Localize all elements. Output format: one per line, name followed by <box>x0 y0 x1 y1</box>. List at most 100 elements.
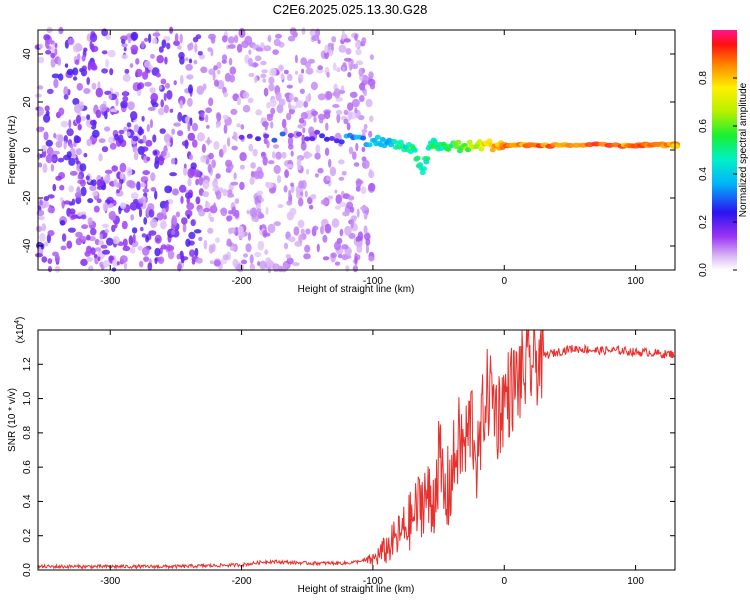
spectrogram-cell <box>109 142 117 150</box>
spectrogram-cell <box>360 205 368 211</box>
spectrogram-cell <box>141 233 147 238</box>
spectrogram-cell <box>47 207 55 214</box>
spectrogram-cell <box>131 227 138 234</box>
spectrogram-cell <box>137 245 143 251</box>
snr-x-ticks: -300 -200 -100 0 100 <box>100 330 644 587</box>
spectrogram-cell <box>101 146 109 153</box>
spectrogram-cell <box>128 180 136 189</box>
spectrogram-cell <box>89 185 97 192</box>
spectrogram-cell <box>121 43 128 48</box>
spectrogram-cell <box>202 191 210 198</box>
spectrogram-cell <box>242 104 251 113</box>
spectrogram-cell <box>276 175 282 184</box>
colorbar-label: Normalized spectral amplitude <box>738 82 749 217</box>
spectrogram-cell <box>322 256 330 261</box>
spectrogram-cell <box>79 163 87 172</box>
spectrogram-cell <box>339 228 344 237</box>
spectrogram-cell <box>192 139 198 148</box>
spectrogram-cell <box>345 48 352 55</box>
spectrogram-cell <box>75 191 82 199</box>
spectrogram-cell <box>222 114 229 120</box>
spectrogram-cell <box>160 99 164 108</box>
spectrogram-cell <box>248 49 252 55</box>
spectrogram-cell <box>267 223 276 234</box>
spectrogram-cell <box>93 205 100 213</box>
spectrogram-cell <box>45 39 50 49</box>
spectrogram-cell <box>126 122 132 128</box>
spectrogram-cell <box>264 249 269 255</box>
spectrogram-cell <box>102 249 110 255</box>
spectrogram-cell <box>95 87 104 98</box>
spectrogram-cell <box>195 178 200 186</box>
spectrogram-cell <box>116 189 120 194</box>
spectrogram-cell <box>173 80 177 86</box>
chart-title: C2E6.2025.025.13.30.G28 <box>273 2 428 17</box>
spectrogram-cell <box>328 158 332 168</box>
spectrogram-cell <box>195 196 201 205</box>
spectrogram-cell <box>368 71 374 80</box>
spectrogram-cell <box>151 102 159 108</box>
spectrogram-cell <box>319 117 324 124</box>
spectrogram-cell <box>135 58 140 65</box>
spectrogram-cell <box>72 98 80 106</box>
spectrogram-cell <box>101 50 108 55</box>
spectrogram-cell <box>68 185 75 193</box>
spectrogram-cell <box>180 256 189 261</box>
signal-track-point <box>304 136 311 142</box>
spectrogram-cell <box>238 231 245 240</box>
signal-track-point <box>453 144 460 150</box>
spectrogram-cell <box>66 240 73 249</box>
spectrogram-cell <box>103 174 111 184</box>
spectrogram-cell <box>353 162 360 167</box>
spectrogram-cell <box>63 94 69 100</box>
spectrogram-cell <box>102 202 109 212</box>
spectrogram-cell <box>198 176 204 186</box>
spectrogram-cell <box>213 141 220 150</box>
spectrogram-cell <box>118 129 125 135</box>
spectrogram-cell <box>121 38 126 45</box>
spectrogram-cell <box>104 126 111 132</box>
x-tick-label: 100 <box>627 276 644 287</box>
spectrogram-cell <box>123 126 128 132</box>
spectrogram-cell <box>142 246 150 256</box>
spectrogram-cell <box>288 189 292 197</box>
spectrogram-cell <box>315 144 321 154</box>
signal-track-point <box>397 139 404 145</box>
spectrogram-cell <box>169 172 178 177</box>
spectrogram-cell <box>364 232 371 241</box>
spectrogram-cell <box>356 208 360 218</box>
spectrogram-cell <box>201 143 206 153</box>
spectrogram-cell <box>63 200 71 205</box>
spectrogram-cell <box>43 131 49 141</box>
spectrogram-cell <box>361 146 366 153</box>
spectrogram-cell <box>338 176 345 181</box>
spectrogram-cell <box>254 55 262 62</box>
spectrogram-cell <box>247 97 254 104</box>
spectrogram-cell <box>163 104 169 114</box>
spectrogram-cell <box>189 154 194 161</box>
colorbar-tick-label: 0.4 <box>698 167 709 181</box>
spectrogram-cell <box>310 194 317 200</box>
spectrogram-cell <box>163 92 167 102</box>
spectrogram-cell <box>281 151 287 159</box>
spectrogram-cell <box>157 256 165 265</box>
spectrogram-cell <box>281 118 287 129</box>
spectrogram-cell <box>130 44 139 53</box>
spectrogram-cell <box>287 35 296 42</box>
x-tick-label: -300 <box>100 576 120 587</box>
spectrogram-cell <box>262 156 268 166</box>
spectrogram-cell <box>177 44 182 50</box>
spectrogram-cell <box>132 233 136 244</box>
spectrogram-cell <box>223 124 228 134</box>
spectrogram-cell <box>245 243 252 253</box>
spectrogram-cell <box>344 225 352 236</box>
spectrogram-cell <box>194 43 198 53</box>
spectrogram-cell <box>200 111 205 119</box>
spectrogram-cell <box>129 201 138 211</box>
spectrogram-cell <box>248 143 254 152</box>
spectrogram-cell <box>260 151 266 157</box>
spectrogram-cell <box>120 54 129 60</box>
spectrogram-cell <box>99 233 104 240</box>
spectrogram-cell <box>283 69 289 75</box>
spectrogram-cell <box>98 138 106 144</box>
